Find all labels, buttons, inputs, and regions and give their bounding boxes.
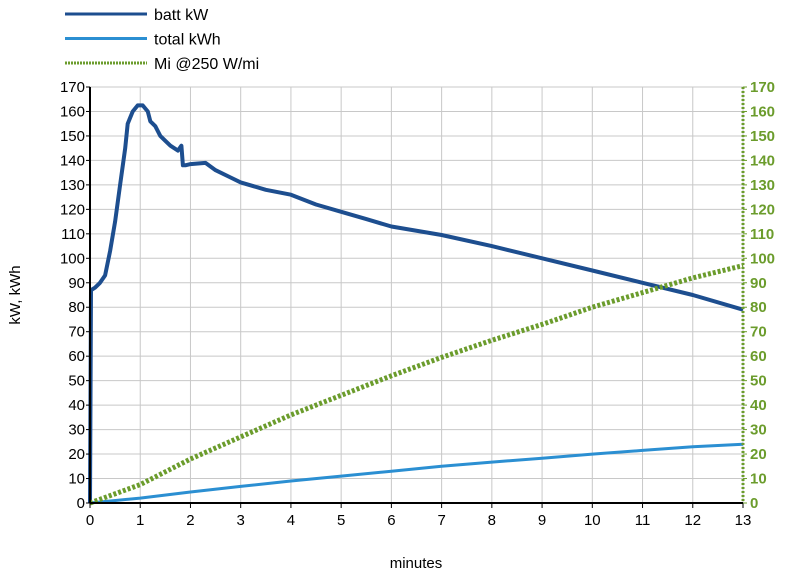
y2-tick-label: 90 [750, 275, 767, 292]
y-tick-label: 140 [60, 152, 85, 169]
y2-tick-label: 140 [750, 152, 775, 169]
y-tick-label: 120 [60, 201, 85, 218]
y2-tick-label: 160 [750, 103, 775, 120]
y-tick-label: 130 [60, 177, 85, 194]
y2-tick-label: 30 [750, 422, 767, 439]
x-tick-label: 12 [684, 512, 701, 529]
x-tick-label: 3 [237, 512, 245, 529]
y-tick-label: 170 [60, 79, 85, 96]
y2-tick-label: 170 [750, 79, 775, 96]
y2-tick-label: 20 [750, 446, 767, 463]
y2-tick-label: 40 [750, 397, 767, 414]
y2-tick-label: 10 [750, 471, 767, 488]
grid [89, 86, 744, 504]
y-tick-label: 10 [68, 471, 85, 488]
y-tick-label: 160 [60, 103, 85, 120]
x-tick-label: 9 [538, 512, 546, 529]
x-tick-label: 8 [488, 512, 496, 529]
y-tick-label: 60 [68, 348, 85, 365]
series-line-1 [89, 442, 744, 505]
y2-tick-label: 150 [750, 128, 775, 145]
y-tick-label: 20 [68, 446, 85, 463]
x-axis-label: minutes [390, 555, 443, 572]
x-tick-label: 4 [287, 512, 295, 529]
legend-label: total kWh [154, 32, 221, 49]
y-tick-label: 150 [60, 128, 85, 145]
y-tick-label: 0 [77, 495, 85, 512]
x-tick-label: 10 [584, 512, 601, 529]
y-tick-label: 90 [68, 275, 85, 292]
y-tick-label: 100 [60, 250, 85, 267]
y-tick-label: 40 [68, 397, 85, 414]
y2-tick-label: 60 [750, 348, 767, 365]
x-tick-label: 11 [635, 512, 651, 529]
x-tick-label: 5 [337, 512, 345, 529]
y2-tick-label: 50 [750, 373, 767, 390]
y2-tick-label: 130 [750, 177, 775, 194]
x-tick-label: 13 [735, 512, 752, 529]
y2-tick-label: 120 [750, 201, 775, 218]
y-tick-label: 50 [68, 373, 85, 390]
legend-label: Mi @250 W/mi [154, 56, 259, 73]
y-tick-label: 30 [68, 422, 85, 439]
legend-label: batt kW [154, 7, 209, 24]
x-tick-label: 2 [186, 512, 194, 529]
y-tick-label: 70 [68, 324, 85, 341]
y2-tick-label: 100 [750, 250, 775, 267]
x-tick-label: 6 [387, 512, 395, 529]
y2-tick-label: 70 [750, 324, 767, 341]
y2-tick-label: 0 [750, 495, 758, 512]
x-tick-label: 0 [86, 512, 94, 529]
x-tick-label: 1 [136, 512, 144, 529]
y2-tick-label: 110 [750, 226, 774, 243]
y-tick-label: 80 [68, 299, 85, 316]
series-line-0 [88, 103, 744, 504]
legend: batt kW total kWh Mi @250 W/mi [65, 7, 259, 73]
y-tick-label: 110 [61, 226, 85, 243]
x-tick-label: 7 [437, 512, 445, 529]
axes [86, 86, 747, 508]
y-axis-label: kW, kWh [7, 265, 24, 324]
series-lines [88, 103, 744, 506]
y2-tick-label: 80 [750, 299, 767, 316]
